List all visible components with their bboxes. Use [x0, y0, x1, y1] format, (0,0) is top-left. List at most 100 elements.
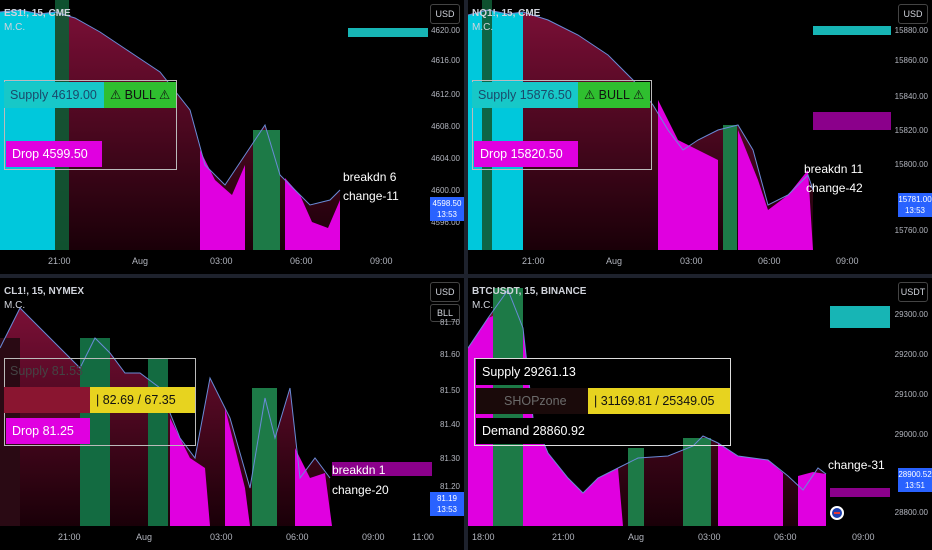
price-tick: 81.70	[439, 318, 460, 327]
price-tick: 4608.00	[431, 122, 460, 131]
bar-countdown: 13:53	[904, 206, 926, 215]
indicator-label[interactable]: M.C.	[472, 300, 494, 311]
breakdown-label: breakdn 6	[343, 170, 397, 184]
price-tick: 4604.00	[431, 154, 460, 163]
last-price-label: 4598.50 13:53	[430, 197, 464, 221]
time-tick: 11:00	[412, 532, 434, 542]
indicator-label[interactable]: M.C.	[4, 300, 26, 311]
time-tick: 09:00	[362, 532, 385, 542]
last-price-label: 28900.52 13:51	[898, 468, 932, 492]
time-tick: 03:00	[210, 532, 233, 542]
unit-selector[interactable]: BLL	[430, 304, 460, 322]
flag-icon[interactable]	[830, 506, 844, 520]
bar-countdown: 13:53	[436, 210, 458, 219]
time-tick: 03:00	[210, 256, 233, 266]
zone-info-frame	[472, 80, 652, 170]
time-tick: 06:00	[286, 532, 309, 542]
time-tick: 06:00	[758, 256, 781, 266]
drop-label: Drop 81.25	[6, 418, 90, 444]
price-tick: 15800.00	[894, 160, 928, 169]
time-tick: 09:00	[370, 256, 393, 266]
supply-zone-bar	[348, 28, 428, 37]
bar-countdown: 13:53	[436, 505, 458, 514]
time-tick: Aug	[132, 256, 149, 266]
price-tick: 4600.00	[431, 186, 460, 195]
change-label: change-42	[806, 181, 863, 195]
drop-label: Drop 15820.50	[474, 141, 578, 167]
zone-info-frame	[474, 358, 731, 446]
time-tick: 09:00	[852, 532, 875, 542]
chart-pane-btc[interactable]: BTCUSDT, 15, BINANCE M.C. USDT 29300.00 …	[468, 278, 932, 550]
symbol-title[interactable]: CL1!, 15, NYMEX	[4, 286, 85, 297]
price-tick: 29000.00	[894, 430, 928, 439]
supply-label: Supply 81.53	[10, 364, 83, 378]
last-price-label: 81.19 13:53	[430, 492, 464, 516]
supply-label: Supply 15876.50	[472, 82, 578, 108]
time-tick: 03:00	[698, 532, 721, 542]
price-tick: 81.20	[439, 482, 460, 491]
supply-label: Supply 29261.13	[476, 359, 588, 385]
range-label: | 82.69 / 67.35	[90, 387, 195, 413]
time-tick: 06:00	[774, 532, 797, 542]
price-tick: 4620.00	[431, 26, 460, 35]
symbol-title[interactable]: BTCUSDT, 15, BINANCE	[472, 286, 587, 297]
price-tick: 81.60	[439, 350, 460, 359]
time-tick: Aug	[628, 532, 645, 542]
price-tick: 29100.00	[894, 390, 928, 399]
supply-label: Supply 4619.00	[4, 82, 104, 108]
change-label: change-11	[343, 189, 399, 203]
time-tick: 18:00	[472, 532, 495, 542]
time-tick: 06:00	[290, 256, 313, 266]
bull-badge: ⚠ BULL ⚠	[578, 82, 650, 108]
price-tick: 81.30	[439, 454, 460, 463]
drop-label: Drop 4599.50	[6, 141, 102, 167]
price-tick: 4616.00	[431, 56, 460, 65]
change-label: change-20	[332, 483, 389, 497]
symbol-title[interactable]: ES1!, 15, CME	[4, 8, 71, 19]
range-label: | 31169.81 / 25349.05	[588, 388, 730, 414]
chart-pane-es[interactable]: ES1!, 15, CME M.C. USD 4620.00 4616.00 4…	[0, 0, 464, 274]
currency-selector[interactable]: USD	[898, 4, 928, 24]
price-tick: 81.50	[439, 386, 460, 395]
zone-info-frame	[4, 80, 177, 170]
currency-selector[interactable]: USD	[430, 4, 460, 24]
price-tick: 4612.00	[431, 90, 460, 99]
time-tick: Aug	[136, 532, 153, 542]
price-tick: 29300.00	[894, 310, 928, 319]
currency-selector[interactable]: USD	[430, 282, 460, 302]
time-tick: 21:00	[552, 532, 575, 542]
price-area-chart[interactable]	[0, 0, 464, 274]
currency-selector[interactable]: USDT	[898, 282, 928, 302]
price-tick: 28800.00	[894, 508, 928, 517]
time-tick: 03:00	[680, 256, 703, 266]
price-tick: 15760.00	[894, 226, 928, 235]
price-tick: 15860.00	[894, 56, 928, 65]
demand-zone-bar	[332, 462, 432, 476]
price-tick: 15880.00	[894, 26, 928, 35]
change-label: change-31	[828, 458, 885, 472]
price-tick: 15840.00	[894, 92, 928, 101]
last-price-value: 28900.52	[898, 470, 932, 479]
demand-zone-bar	[830, 488, 890, 497]
chart-pane-cl[interactable]: CL1!, 15, NYMEX M.C. USD BLL 81.70 81.60…	[0, 278, 464, 550]
time-tick: 21:00	[522, 256, 545, 266]
time-tick: Aug	[606, 256, 623, 266]
shop-zone-label: SHOPzone	[476, 388, 588, 414]
indicator-label[interactable]: M.C.	[4, 22, 26, 33]
chart-pane-nq[interactable]: NQ1!, 15, CME M.C. USD 15880.00 15860.00…	[468, 0, 932, 274]
price-tick: 4596.00	[431, 218, 460, 227]
last-price-value: 81.19	[436, 494, 458, 503]
breakdown-label: breakdn 11	[804, 162, 864, 176]
last-price-value: 4598.50	[432, 199, 462, 208]
time-tick: 09:00	[836, 256, 859, 266]
price-area-chart[interactable]	[468, 0, 932, 274]
price-tick: 15820.00	[894, 126, 928, 135]
shop-zone-block	[4, 387, 90, 413]
price-tick: 29200.00	[894, 350, 928, 359]
symbol-title[interactable]: NQ1!, 15, CME	[472, 8, 541, 19]
supply-zone-bar	[813, 26, 891, 35]
indicator-label[interactable]: M.C.	[472, 22, 494, 33]
bull-badge: ⚠ BULL ⚠	[104, 82, 176, 108]
breakdown-label: breakdn 1	[332, 463, 386, 477]
last-price-value: 15781.00	[898, 195, 932, 204]
